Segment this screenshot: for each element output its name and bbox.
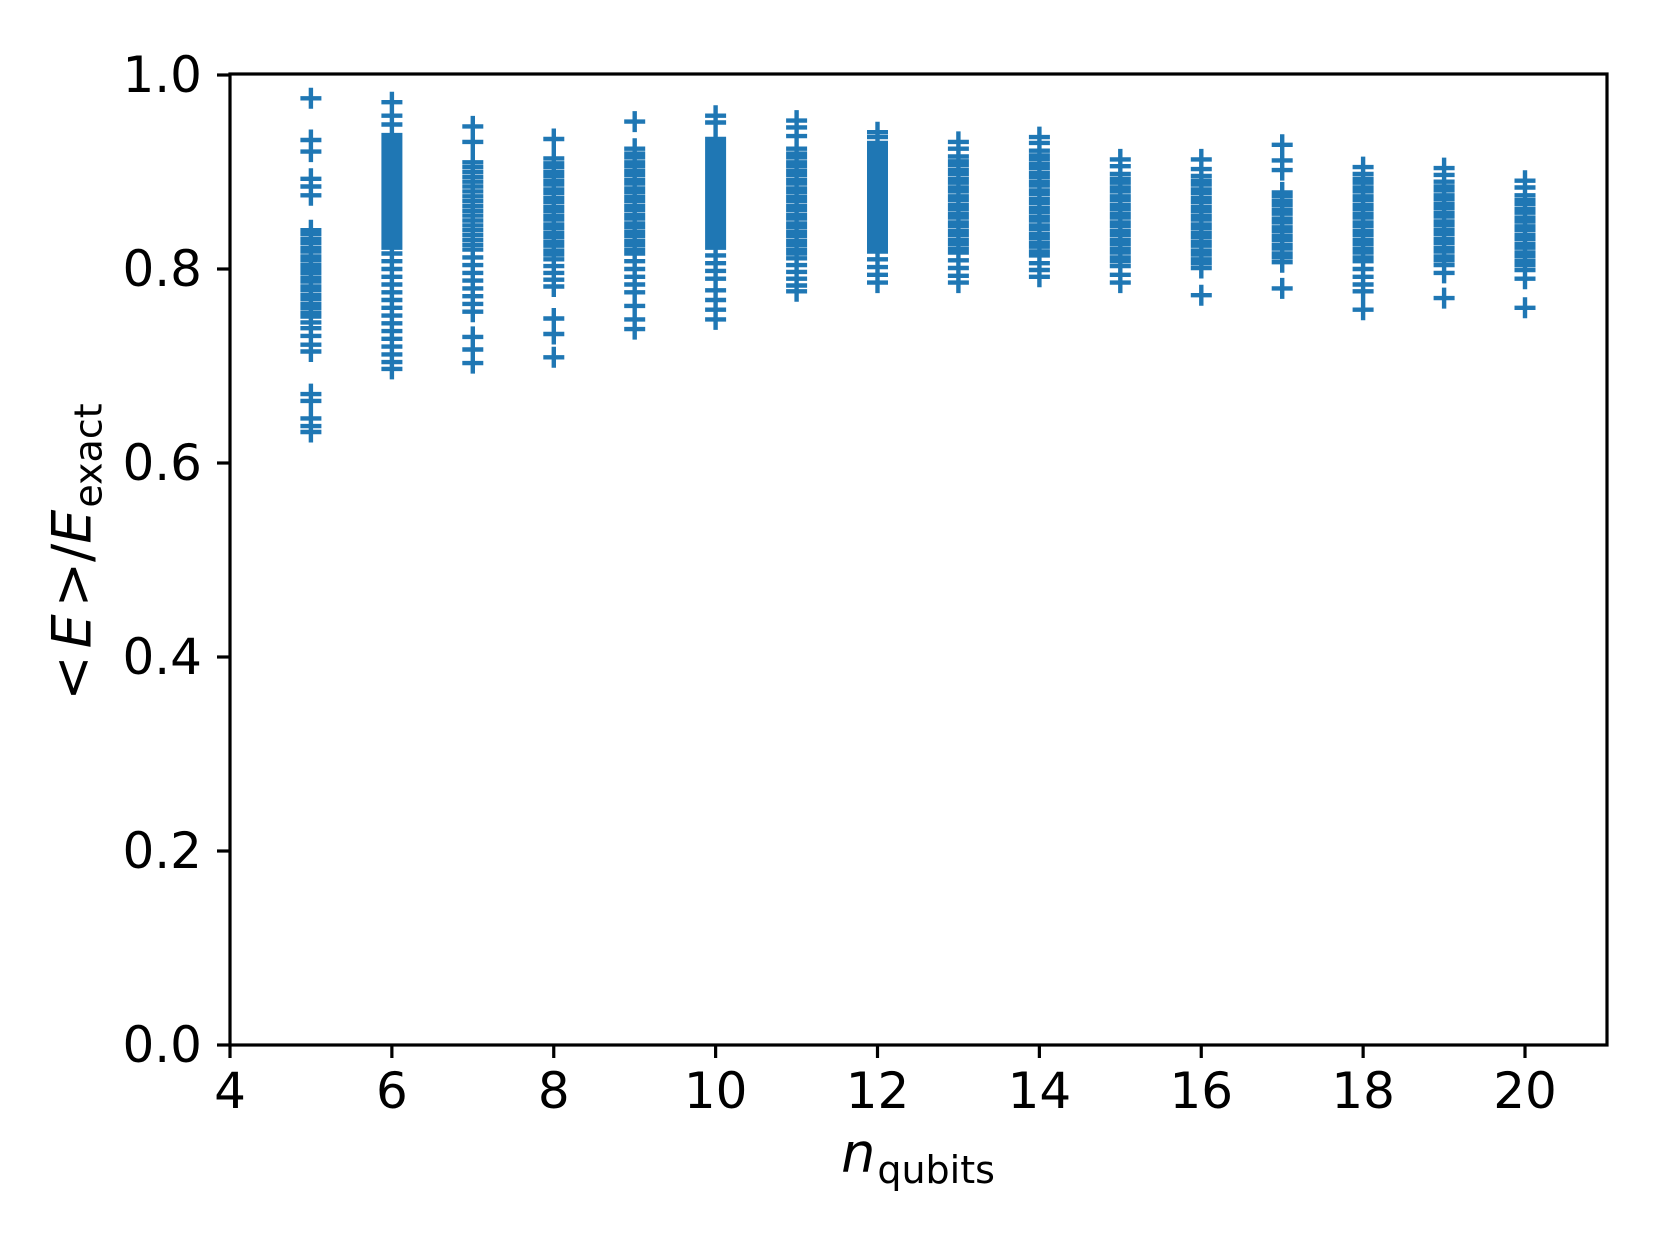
data-cluster-n14	[1028, 126, 1050, 288]
data-cluster-n11	[786, 110, 808, 302]
data-cluster-n6	[381, 91, 403, 380]
x-tick-label: 20	[1493, 1062, 1557, 1120]
y-tick-label: 0.0	[122, 1016, 202, 1074]
y-label-subscript: exact	[66, 403, 111, 508]
x-tick-label: 14	[1008, 1062, 1072, 1120]
y-tick-label: 0.4	[122, 628, 202, 686]
y-label-denominator: E	[40, 509, 104, 544]
x-label-subscript: qubits	[877, 1148, 995, 1192]
x-tick-label: 16	[1169, 1062, 1233, 1120]
x-tick-label: 18	[1331, 1062, 1395, 1120]
y-label-slash: /	[40, 543, 104, 562]
x-tick-label: 8	[538, 1062, 570, 1120]
y-tick-label: 0.8	[122, 240, 202, 298]
x-tick-label: 6	[376, 1062, 408, 1120]
y-label-numerator: E	[40, 614, 104, 649]
x-axis-label: nqubits	[841, 1122, 995, 1192]
data-cluster-n5	[300, 87, 322, 443]
data-cluster-n20	[1514, 170, 1536, 319]
data-cluster-n12	[867, 121, 888, 294]
data-cluster-n7	[462, 115, 484, 374]
data-cluster-n13	[947, 131, 969, 294]
y-label-open-bracket: <	[40, 655, 104, 701]
y-tick-label: 0.6	[122, 434, 202, 492]
data-cluster-n17	[1271, 134, 1293, 299]
y-tick-label: 1.0	[122, 46, 202, 104]
y-label-close-bracket: >	[40, 561, 104, 608]
x-tick-label: 10	[684, 1062, 748, 1120]
y-axis-label: <E>/Eexact	[40, 403, 111, 701]
data-cluster-n8	[543, 128, 565, 368]
data-cluster-n15	[1109, 148, 1131, 294]
x-tick-label: 4	[214, 1062, 246, 1120]
data-cluster-n10	[705, 105, 727, 330]
x-tick-label: 12	[846, 1062, 910, 1120]
axes-frame	[228, 72, 1609, 1047]
data-cluster-n16	[1190, 148, 1212, 306]
data-cluster-n18	[1352, 156, 1374, 321]
data-cluster-n19	[1433, 157, 1455, 309]
y-tick-label: 0.2	[122, 822, 202, 880]
data-cluster-n9	[624, 111, 646, 340]
x-label-symbol: n	[841, 1122, 876, 1185]
